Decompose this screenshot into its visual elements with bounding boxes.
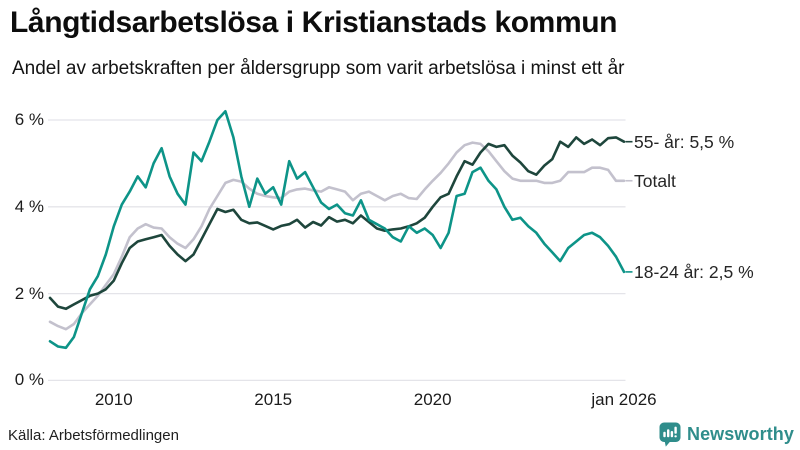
- x-tick-label: jan 2026: [591, 390, 657, 409]
- series-line-totalt: [48, 141, 626, 331]
- branding-name: Newsworthy: [686, 424, 794, 444]
- x-tick-label: 2020: [413, 390, 452, 409]
- x-tick-label: 2015: [254, 390, 293, 409]
- y-tick-label: 4 %: [14, 196, 44, 216]
- chart-subtitle: Andel av arbetskraften per åldersgrupp s…: [12, 58, 625, 79]
- series-line-55-r: [48, 136, 626, 311]
- y-tick-label: 6 %: [14, 110, 44, 129]
- x-tick-label: 2010: [94, 390, 133, 409]
- source-note: Källa: Arbetsförmedlingen: [8, 427, 179, 444]
- series-end-label-18-24-r: 18-24 år: 2,5 %: [634, 261, 754, 282]
- chart-title: Långtidsarbetslösa i Kristianstads kommu…: [10, 6, 618, 39]
- series-line-18-24-r: [48, 110, 626, 350]
- series-end-label-55-r: 55- år: 5,5 %: [634, 131, 735, 152]
- newsworthy-logo-icon: [659, 422, 681, 447]
- y-tick-label: 0 %: [14, 370, 44, 390]
- y-tick-label: 2 %: [14, 283, 44, 303]
- series-end-label-totalt: Totalt: [634, 170, 676, 191]
- branding: Newsworthy: [659, 422, 794, 447]
